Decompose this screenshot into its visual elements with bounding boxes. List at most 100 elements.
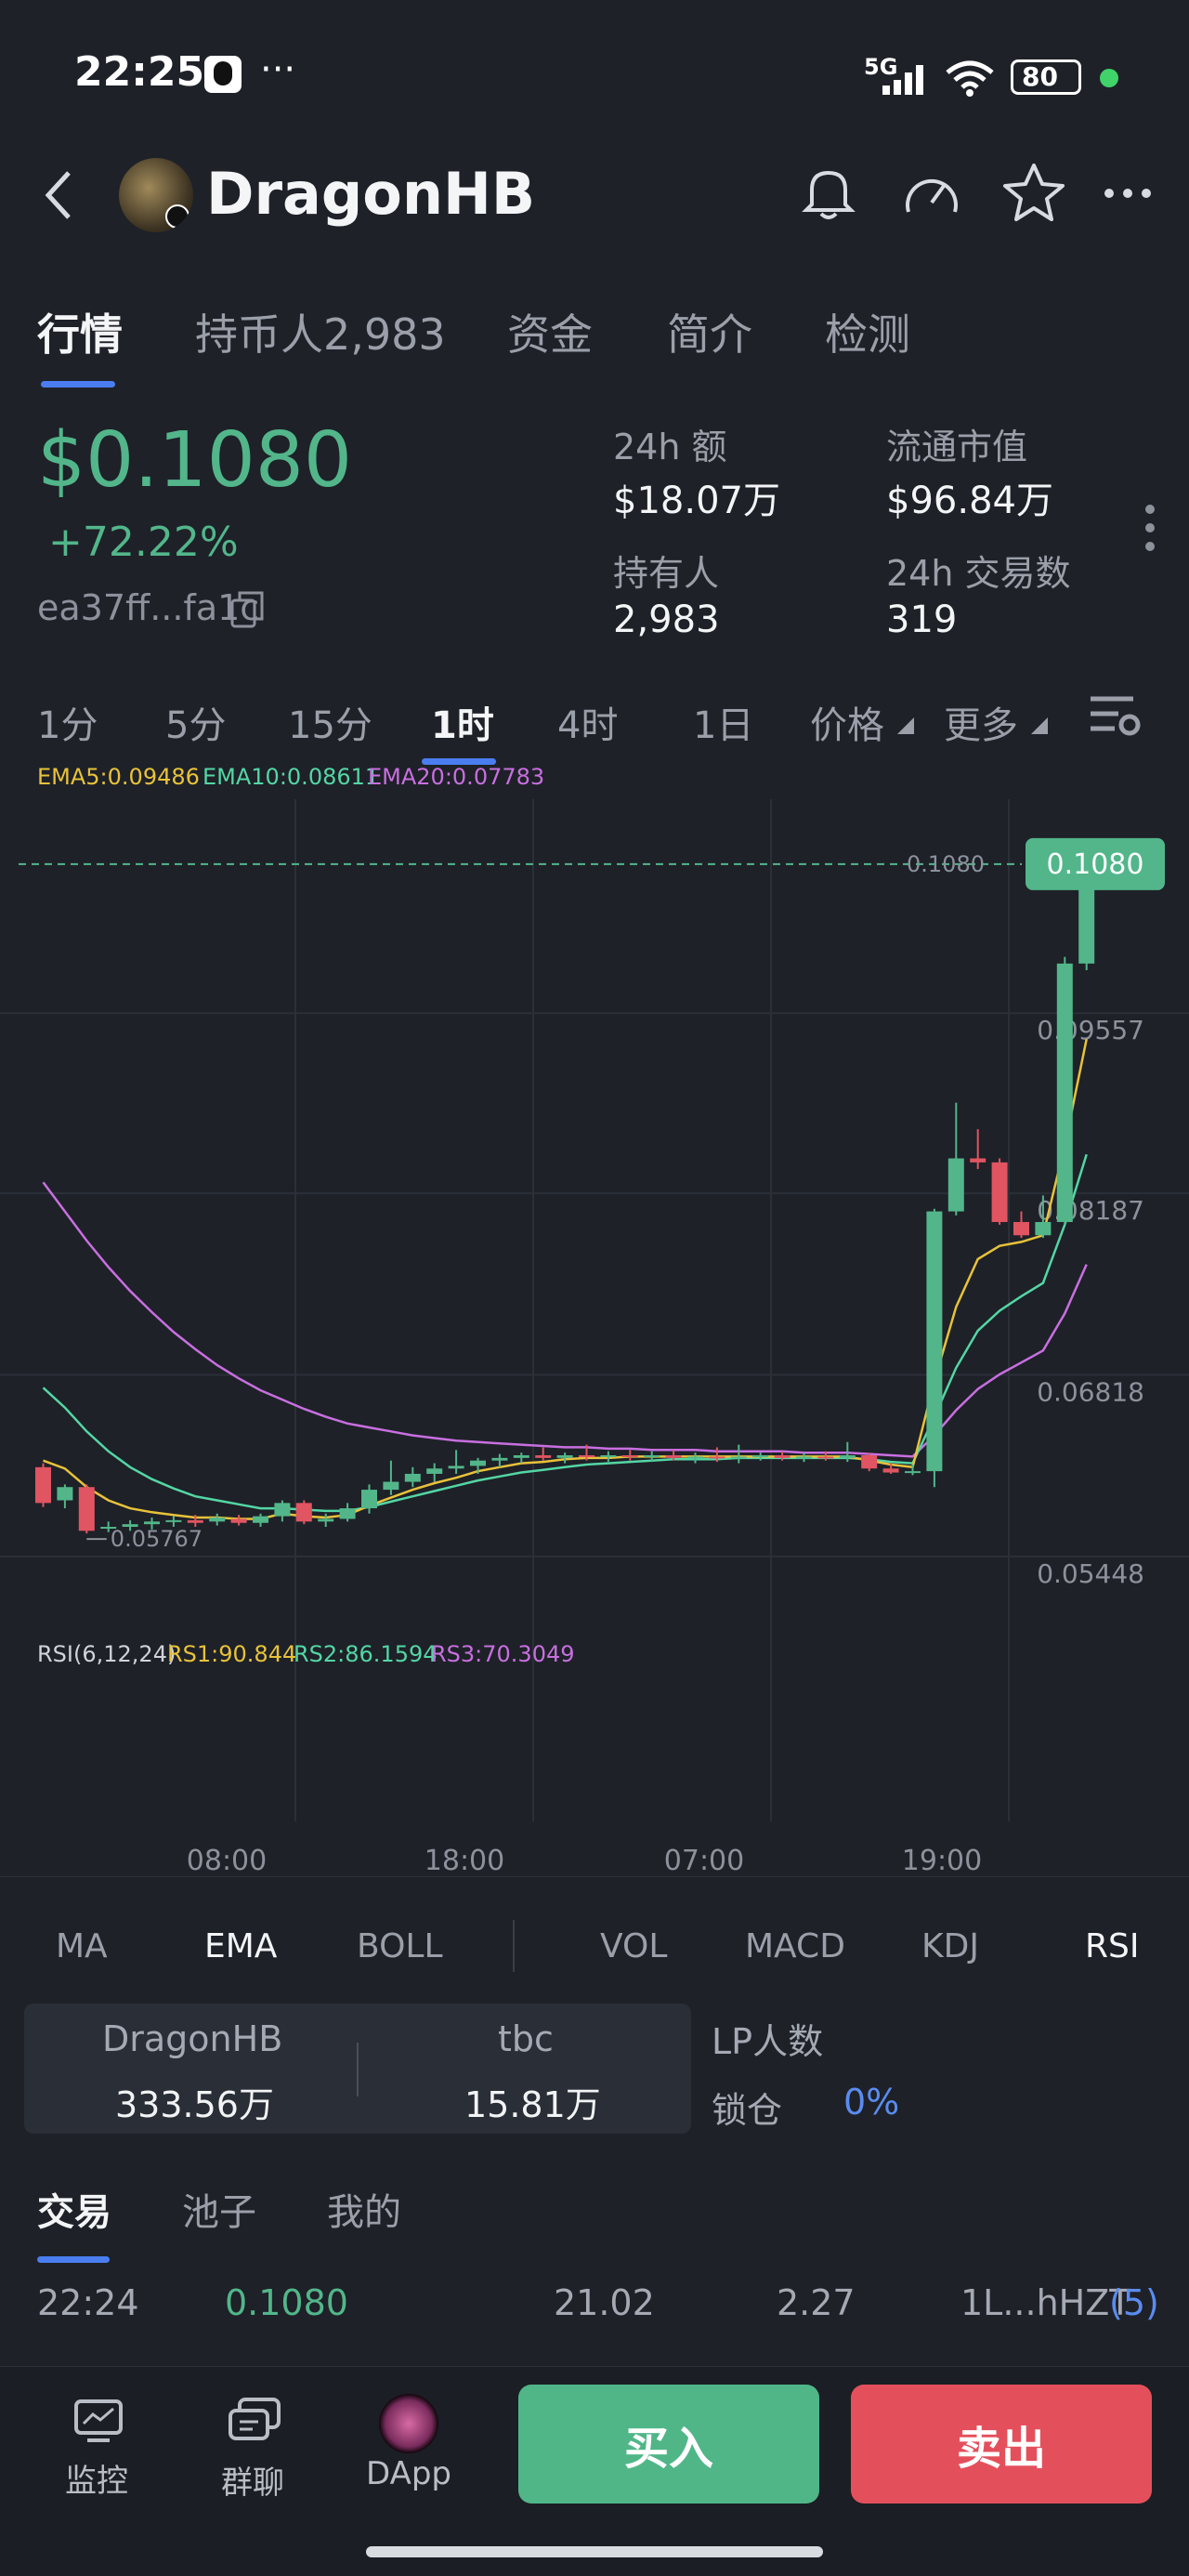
tab-intro[interactable]: 简介 [667,309,752,360]
price-axis-label: 0.06818 [1037,1377,1144,1408]
dapp-icon[interactable] [379,2394,438,2453]
buy-button[interactable]: 买入 [518,2385,819,2504]
candle-body [817,1456,834,1459]
candle-body [687,1456,703,1459]
candle-body [100,1527,117,1530]
status-time: 22:25 [74,48,205,96]
tab-check[interactable]: 检测 [825,309,910,360]
lock-value: 0% [843,2082,900,2123]
ema20-line [42,1181,1088,1458]
indicator-ema[interactable]: EMA [204,1927,278,1965]
tab-market[interactable]: 行情 [37,309,123,360]
trade-tab-mine[interactable]: 我的 [327,2191,401,2234]
stat-holders-label: 持有人 [613,553,720,594]
tf-1d[interactable]: 1日 [693,704,754,747]
trade-price: 0.1080 [225,2282,348,2323]
candle-body [187,1519,203,1523]
candle-body [78,1487,95,1531]
star-icon[interactable] [1001,162,1066,223]
candle-body [491,1457,508,1461]
candle-body [339,1508,356,1519]
candle-body [1056,963,1073,1222]
candle-body [621,1455,638,1458]
pool-base-amount: 15.81万 [464,2084,601,2125]
candle-body [644,1455,660,1458]
candle-body [274,1503,291,1517]
price-dropdown-icon [897,717,914,734]
sell-button[interactable]: 卖出 [851,2385,1152,2504]
token-avatar [119,158,193,232]
price-axis-label: 0.05448 [1037,1558,1144,1589]
tf-price[interactable]: 价格 [810,704,884,747]
trade-tab-pool[interactable]: 池子 [182,2191,256,2234]
indicator-ma[interactable]: MA [56,1927,108,1965]
trade-maker-count: (5) [1109,2282,1159,2323]
trade-amount: 21.02 [554,2282,655,2323]
qq-icon [204,56,242,93]
candle-body [730,1456,747,1459]
candle-body [144,1521,160,1525]
trade-tab-trades[interactable]: 交易 [37,2191,111,2234]
candle-body [752,1455,769,1458]
candle-body [709,1456,725,1459]
stat-mcap-value: $96.84万 [886,480,1053,522]
current-price: $0.1080 [37,416,353,505]
home-indicator [366,2546,823,2557]
nav-monitor-label[interactable]: 监控 [65,2463,128,2500]
stat-tx-label: 24h 交易数 [886,553,1071,594]
more-icon[interactable] [1102,186,1154,201]
tf-1m[interactable]: 1分 [37,704,98,747]
more-dropdown-icon [1031,717,1048,734]
charging-dot [1100,69,1118,87]
price-change: +72.22% [48,519,239,566]
candle-body [774,1455,790,1458]
candle-body [253,1516,268,1523]
wifi-icon [946,60,994,97]
candle-body [295,1503,312,1522]
candle-body [796,1456,812,1459]
indicator-kdj[interactable]: KDJ [921,1927,979,1965]
tf-15m[interactable]: 15分 [288,704,372,747]
tf-active-indicator [422,758,496,765]
indicator-rsi[interactable]: RSI [1085,1927,1140,1965]
monitor-icon[interactable] [72,2398,124,2444]
candle-body [426,1468,443,1474]
trade-value: 2.27 [777,2282,856,2323]
indicator-macd[interactable]: MACD [745,1927,845,1965]
nav-group-label[interactable]: 群聊 [221,2464,284,2502]
tf-more[interactable]: 更多 [944,704,1018,747]
group-chat-icon[interactable] [227,2396,282,2446]
time-axis-label: 07:00 [664,1845,744,1877]
stat-vol-label: 24h 额 [613,427,727,467]
candle-body [165,1519,182,1522]
gauge-icon[interactable] [899,164,964,223]
tab-holders[interactable]: 持币人2,983 [195,309,446,360]
indicator-boll[interactable]: BOLL [357,1927,443,1965]
back-chevron-icon[interactable] [41,167,78,223]
tab-funds[interactable]: 资金 [507,309,593,360]
tf-5m[interactable]: 5分 [165,704,227,747]
candle-body [361,1490,377,1509]
candle-body [404,1473,421,1482]
low-price-label: 0.05767 [111,1526,203,1552]
tf-4h[interactable]: 4时 [557,704,619,747]
status-bar: 22:25 ··· 5G 80 [0,0,1189,149]
candlestick-chart[interactable]: 0.09557 0.08187 0.06818 0.05448 0.05767 0.108… [0,799,1189,1877]
bell-icon[interactable] [799,164,858,223]
indicator-vol[interactable]: VOL [600,1927,668,1965]
trade-row[interactable]: 22:24 0.1080 21.02 2.27 1L...hHZT (5) [0,2277,1189,2342]
candle-body [905,1471,921,1474]
tf-1h[interactable]: 1时 [431,704,494,747]
lock-label: 锁仓 [712,2090,783,2131]
nav-dapp-label[interactable]: DApp [365,2455,451,2492]
last-price-tag [1026,837,1165,890]
candle-body [991,1162,1008,1222]
vertical-more-icon[interactable] [1143,502,1157,554]
price-axis-label: 0.08187 [1037,1195,1144,1226]
chart-settings-icon[interactable] [1087,690,1143,742]
copy-icon[interactable] [229,589,266,630]
stat-tx-value: 319 [886,598,958,641]
time-axis-label: 19:00 [902,1845,982,1877]
candle-body [665,1455,682,1458]
candle-body [861,1455,878,1469]
